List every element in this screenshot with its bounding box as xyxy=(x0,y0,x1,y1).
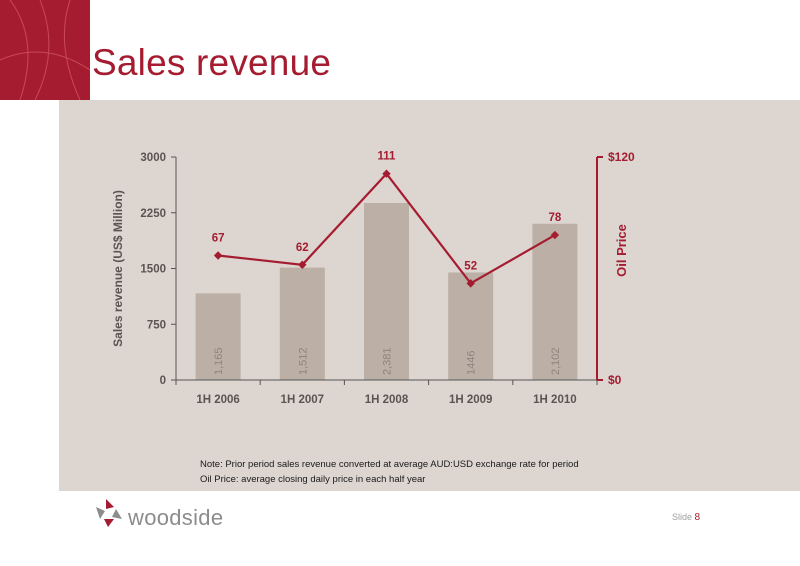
x-tick-label-2: 1H 2008 xyxy=(365,394,409,406)
bar-value-label-3: 1446 xyxy=(466,351,478,375)
y2-tick-label-1: $120 xyxy=(608,150,635,164)
chart-panel xyxy=(59,100,800,491)
y2-tick-label-0: $0 xyxy=(608,373,622,387)
bar-3 xyxy=(448,272,494,380)
oil-price-point-3 xyxy=(466,279,475,288)
y-tick-label-3: 2250 xyxy=(140,208,166,220)
bar-value-label-2: 2,381 xyxy=(382,347,394,375)
oil-price-label-4: 78 xyxy=(549,212,562,224)
oil-price-point-1 xyxy=(298,260,307,269)
oil-price-label-2: 111 xyxy=(378,151,397,163)
x-tick-label-4: 1H 2010 xyxy=(533,394,576,406)
slide-number-value: 8 xyxy=(694,512,701,523)
oil-price-point-2 xyxy=(382,169,391,178)
x-tick-label-3: 1H 2009 xyxy=(449,394,492,406)
bar-value-label-1: 1,512 xyxy=(297,347,309,375)
bar-value-label-0: 1,165 xyxy=(213,347,225,375)
y-tick-label-0: 0 xyxy=(160,375,166,387)
oil-price-label-0: 67 xyxy=(212,232,225,244)
bar-1 xyxy=(279,267,325,380)
slide-number-label: Slide xyxy=(672,512,693,522)
y-tick-label-4: 3000 xyxy=(140,152,166,164)
woodside-logo xyxy=(96,499,122,527)
bar-value-label-4: 2,102 xyxy=(550,347,562,375)
footnote-exchange-rate: Note: Prior period sales revenue convert… xyxy=(200,459,579,470)
x-tick-label-1: 1H 2007 xyxy=(281,394,324,406)
bar-0 xyxy=(195,293,241,380)
slide-number: Slide 8 xyxy=(672,512,700,523)
oil-price-point-0 xyxy=(213,251,223,260)
footnote-oil-price: Oil Price: average closing daily price i… xyxy=(200,474,426,485)
oil-price-point-4 xyxy=(550,230,560,240)
corner-decoration xyxy=(0,0,90,100)
bar-2 xyxy=(364,203,409,380)
slide-title: Sales revenue xyxy=(92,42,332,83)
oil-price-label-3: 52 xyxy=(464,260,477,272)
y-tick-label-1: 750 xyxy=(147,319,166,331)
bar-4 xyxy=(532,223,578,380)
woodside-wordmark: woodside xyxy=(128,505,224,530)
oil-price-label-1: 62 xyxy=(296,242,309,254)
y-axis-title: Sales revenue (US$ Million) xyxy=(111,190,125,347)
x-tick-label-0: 1H 2006 xyxy=(196,394,239,406)
y2-axis-title: Oil Price xyxy=(614,224,629,277)
y-tick-label-2: 1500 xyxy=(140,264,166,276)
